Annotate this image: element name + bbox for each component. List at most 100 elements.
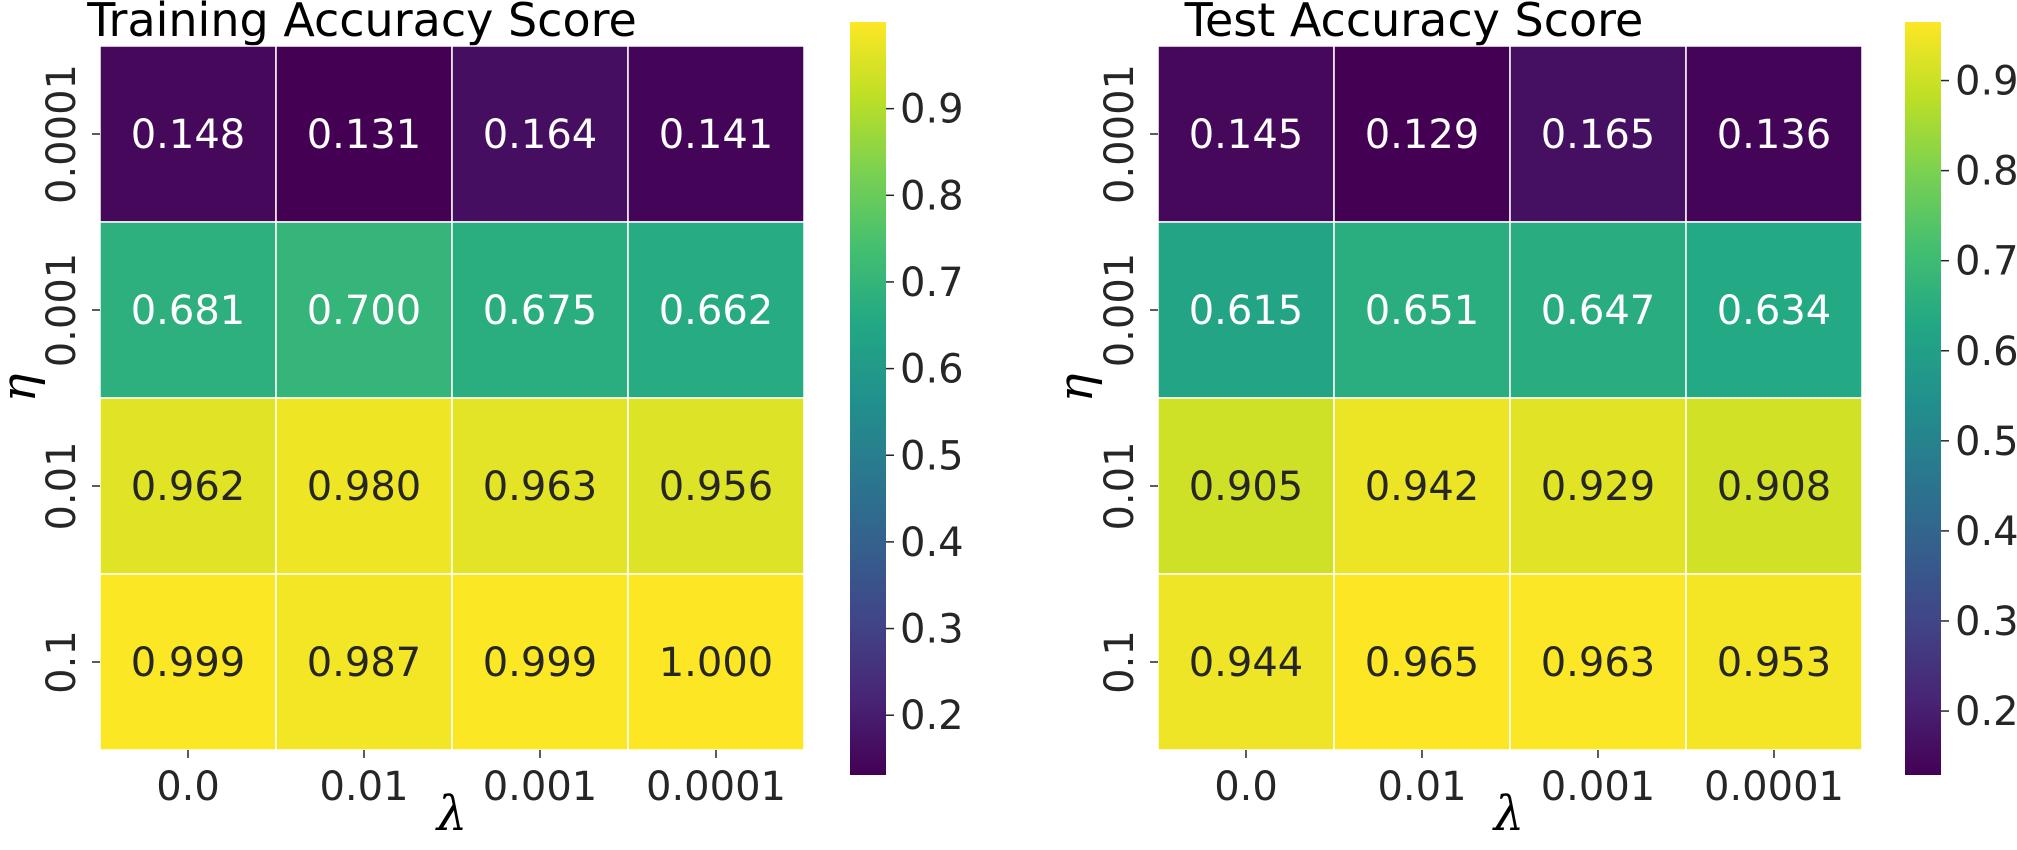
- heatmap-cell: [1509, 221, 1687, 399]
- cell-value-label: 0.634: [1717, 288, 1832, 334]
- heatmap-cell: [1685, 573, 1863, 751]
- y-axis-label: η: [1048, 373, 1104, 402]
- cell-value-label: 0.999: [483, 640, 598, 686]
- chart-title: Training Accuracy Score: [86, 0, 637, 47]
- cell-value-label: 0.164: [483, 112, 598, 158]
- heatmap-training: Training Accuracy Score 0.148 0.131 0.164 0…: [0, 0, 964, 842]
- heatmap-cell: [627, 573, 805, 751]
- cell-value-label: 0.129: [1365, 112, 1480, 158]
- y-tick-label: 0.001: [1097, 253, 1143, 368]
- colorbar-tick-label: 0.7: [1955, 239, 2017, 285]
- heatmap-cell: [451, 45, 629, 223]
- cell-value-label: 0.999: [131, 640, 246, 686]
- heatmap-cell: [1685, 397, 1863, 575]
- cell-value-label: 0.929: [1541, 464, 1656, 510]
- cell-value-label: 0.987: [307, 640, 422, 686]
- colorbar-tick-label: 0.2: [1955, 689, 2017, 735]
- heatmap-cell: [1333, 45, 1511, 223]
- heatmap-test: Test Accuracy Score 0.145 0.129 0.165 0.136…: [1048, 0, 2017, 842]
- cell-value-label: 0.647: [1541, 288, 1656, 334]
- heatmap-cell: [1157, 221, 1335, 399]
- x-tick-label: 0.0001: [1704, 764, 1844, 810]
- y-tick-label: 0.1: [39, 630, 85, 694]
- colorbar-tick-label: 0.5: [1955, 419, 2017, 465]
- x-tick-label: 0.0001: [646, 764, 786, 810]
- cell-value-label: 0.962: [131, 464, 246, 510]
- colorbar-tick-label: 0.9: [1955, 59, 2017, 105]
- heatmap-cell: [1685, 45, 1863, 223]
- cell-value-label: 0.131: [307, 112, 422, 158]
- heatmap-cell: [275, 45, 453, 223]
- cell-value-label: 0.942: [1365, 464, 1480, 510]
- x-tick-labels: 0.0 0.01 0.001 0.0001: [156, 750, 786, 810]
- heatmap-cells: 0.145 0.129 0.165 0.136 0.615 0.651 0.647 0.634…: [1157, 45, 1863, 751]
- cell-value-label: 0.148: [131, 112, 246, 158]
- cell-value-label: 0.145: [1189, 112, 1304, 158]
- cell-value-label: 0.980: [307, 464, 422, 510]
- cell-value-label: 0.963: [483, 464, 598, 510]
- y-tick-labels: 0.0001 0.001 0.01 0.1: [39, 64, 100, 694]
- x-tick-label: 0.01: [319, 764, 408, 810]
- y-tick-label: 0.0001: [1097, 64, 1143, 204]
- cell-value-label: 0.953: [1717, 640, 1832, 686]
- colorbar-tick-label: 0.2: [900, 693, 964, 739]
- colorbar-ticks: 0.2 0.3 0.4 0.5 0.6 0.7 0.8 0.9: [1941, 59, 2017, 735]
- cell-value-label: 0.965: [1365, 640, 1480, 686]
- heatmap-cell: [1685, 221, 1863, 399]
- cell-value-label: 0.675: [483, 288, 598, 334]
- heatmap-cell: [1333, 397, 1511, 575]
- colorbar-tick-label: 0.4: [900, 520, 964, 566]
- cell-value-label: 0.615: [1189, 288, 1304, 334]
- cell-value-label: 0.956: [659, 464, 774, 510]
- heatmap-cell: [451, 573, 629, 751]
- y-tick-labels: 0.0001 0.001 0.01 0.1: [1097, 64, 1158, 694]
- heatmap-cell: [275, 221, 453, 399]
- colorbar-tick-label: 0.9: [900, 87, 964, 133]
- colorbar-tick-label: 0.8: [1955, 149, 2017, 195]
- chart-title: Test Accuracy Score: [1184, 0, 1644, 47]
- y-tick-label: 0.01: [39, 441, 85, 530]
- cell-value-label: 0.944: [1189, 640, 1304, 686]
- y-tick-label: 0.0001: [39, 64, 85, 204]
- x-axis-label: λ: [1492, 786, 1524, 842]
- colorbar-tick-label: 0.3: [900, 607, 964, 653]
- heatmap-cell: [627, 221, 805, 399]
- x-tick-label: 0.001: [1541, 764, 1656, 810]
- x-tick-label: 0.0: [156, 764, 220, 810]
- heatmap-cell: [99, 221, 277, 399]
- x-tick-label: 0.001: [483, 764, 598, 810]
- heatmap-cell: [99, 45, 277, 223]
- heatmap-cell: [1333, 573, 1511, 751]
- x-tick-label: 0.01: [1377, 764, 1466, 810]
- cell-value-label: 0.700: [307, 288, 422, 334]
- x-tick-label: 0.0: [1214, 764, 1278, 810]
- colorbar: [850, 22, 886, 775]
- heatmap-cell: [1509, 45, 1687, 223]
- colorbar-ticks: 0.2 0.3 0.4 0.5 0.6 0.7 0.8 0.9: [886, 87, 964, 739]
- colorbar-tick-label: 0.4: [1955, 509, 2017, 555]
- colorbar-tick-label: 0.8: [900, 173, 964, 219]
- cell-value-label: 0.136: [1717, 112, 1832, 158]
- cell-value-label: 0.141: [659, 112, 774, 158]
- heatmap-cell: [1509, 397, 1687, 575]
- y-tick-label: 0.1: [1097, 630, 1143, 694]
- cell-value-label: 1.000: [659, 640, 774, 686]
- colorbar-tick-label: 0.7: [900, 260, 964, 306]
- colorbar-tick-label: 0.6: [1955, 329, 2017, 375]
- cell-value-label: 0.681: [131, 288, 246, 334]
- heatmap-cell: [1509, 573, 1687, 751]
- heatmap-cell: [627, 45, 805, 223]
- heatmap-cell: [99, 573, 277, 751]
- heatmap-cell: [1157, 45, 1335, 223]
- cell-value-label: 0.905: [1189, 464, 1304, 510]
- x-axis-label: λ: [435, 786, 467, 842]
- y-tick-label: 0.001: [39, 253, 85, 368]
- cell-value-label: 0.908: [1717, 464, 1832, 510]
- x-tick-labels: 0.0 0.01 0.001 0.0001: [1214, 750, 1844, 810]
- cell-value-label: 0.963: [1541, 640, 1656, 686]
- colorbar: [1905, 22, 1941, 775]
- heatmap-cell: [275, 397, 453, 575]
- cell-value-label: 0.651: [1365, 288, 1480, 334]
- cell-value-label: 0.662: [659, 288, 774, 334]
